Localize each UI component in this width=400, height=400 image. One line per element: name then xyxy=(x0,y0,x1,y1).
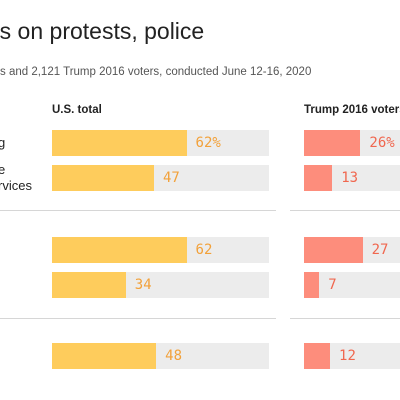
bar xyxy=(304,130,361,156)
bar-track: 13 xyxy=(304,165,400,191)
row-label-line: rvices xyxy=(0,178,32,193)
chart-subtitle: s and 2,121 Trump 2016 voters, conducted… xyxy=(0,66,312,78)
data-label: 48 xyxy=(165,348,183,364)
bar xyxy=(52,165,154,191)
bar-track: 26% xyxy=(304,130,400,156)
bar-track: 62 xyxy=(52,237,269,263)
bar xyxy=(52,272,126,298)
group-divider xyxy=(290,318,400,319)
data-label: 62 xyxy=(195,242,213,258)
bar-track: 27 xyxy=(304,237,400,263)
data-label: 27 xyxy=(371,242,389,258)
row-label: e rvices xyxy=(0,162,32,194)
bar xyxy=(52,237,187,263)
bar-track: 7 xyxy=(304,272,400,298)
column-header-us-total: U.S. total xyxy=(52,104,102,116)
bar xyxy=(52,343,157,369)
chart-title: rs on protests, police xyxy=(0,18,205,44)
bar xyxy=(52,130,187,156)
row-label-line: e xyxy=(0,162,6,177)
data-label: 34 xyxy=(134,277,152,293)
data-label: 13 xyxy=(341,170,359,186)
bar-track: 48 xyxy=(52,343,269,369)
data-label: 12 xyxy=(339,348,356,364)
group-divider xyxy=(0,210,276,211)
bar xyxy=(304,237,363,263)
column-header-trump-voters: Trump 2016 voters xyxy=(304,104,400,116)
bar xyxy=(304,165,333,191)
bar xyxy=(304,343,331,369)
row-label: g xyxy=(0,135,5,151)
bar xyxy=(304,272,320,298)
bar-track: 62% xyxy=(52,130,269,156)
data-label: 62% xyxy=(195,135,221,151)
bar-track: 12 xyxy=(304,343,400,369)
data-label: 26% xyxy=(369,135,395,151)
group-divider xyxy=(290,210,400,211)
bar-track: 34 xyxy=(52,272,269,298)
data-label: 7 xyxy=(328,277,337,293)
row-label-line: g xyxy=(0,135,6,150)
group-divider xyxy=(0,318,276,319)
data-label: 47 xyxy=(162,170,180,186)
bar-track: 47 xyxy=(52,165,269,191)
